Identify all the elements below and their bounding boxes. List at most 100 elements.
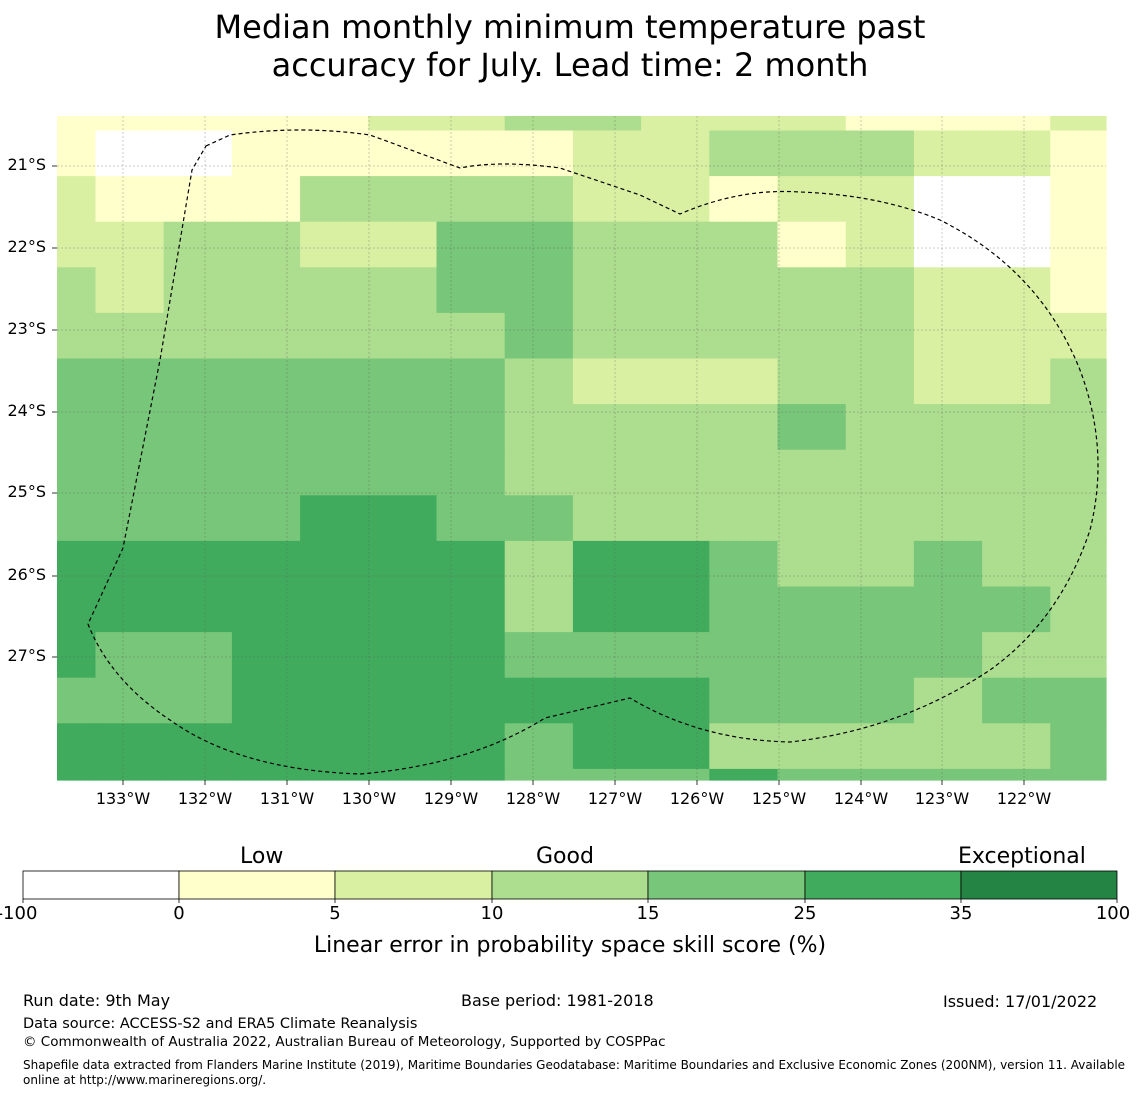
- grid-cell: [572, 358, 642, 405]
- colorbar-tick: 5: [329, 903, 341, 924]
- grid-cell: [95, 540, 165, 588]
- grid-cell: [913, 632, 983, 679]
- colorbar-segment: [491, 870, 649, 900]
- grid-cell: [368, 495, 438, 542]
- grid-cell: [300, 449, 369, 496]
- grid-cell: [504, 130, 574, 177]
- grid-cell: [95, 495, 165, 542]
- grid-cell: [1050, 312, 1107, 360]
- grid-cell: [163, 586, 233, 633]
- grid-cell: [504, 312, 574, 360]
- grid-cell: [57, 632, 97, 679]
- grid-cell: [1050, 176, 1107, 223]
- grid-cell: [231, 449, 301, 496]
- lon-label-133w: 133°W: [95, 789, 151, 808]
- grid-cell: [913, 358, 983, 405]
- grid-cell: [913, 130, 983, 177]
- grid-cell: [1050, 586, 1107, 633]
- grid-cell: [913, 449, 983, 496]
- grid-cell: [845, 404, 915, 451]
- grid-cell: [368, 116, 438, 132]
- grid-cell: [913, 768, 983, 781]
- grid-cell: [1050, 221, 1107, 268]
- grid-cell: [1050, 130, 1107, 177]
- colorbar-tick: 10: [480, 903, 504, 924]
- grid-cell: [913, 495, 983, 542]
- grid-cell: [982, 723, 1051, 770]
- grid-cell: [572, 267, 642, 314]
- grid-cell: [572, 404, 642, 451]
- lon-label-130w: 130°W: [341, 789, 397, 808]
- skill-grid-cells: [57, 116, 1107, 781]
- lon-label-127w: 127°W: [587, 789, 643, 808]
- grid-cell: [777, 449, 847, 496]
- grid-cell: [57, 495, 97, 542]
- grid-cell: [572, 632, 642, 679]
- grid-cell: [163, 449, 233, 496]
- grid-cell: [845, 312, 915, 360]
- colorbar-title: Linear error in probability space skill …: [313, 933, 827, 958]
- grid-cell: [504, 358, 574, 405]
- grid-cell: [231, 586, 301, 633]
- lat-label-27s: 27°S: [7, 646, 46, 665]
- lon-label-129w: 129°W: [423, 789, 479, 808]
- grid-cell: [368, 312, 438, 360]
- grid-cell: [300, 130, 369, 177]
- grid-cell: [572, 176, 642, 223]
- grid-cell: [572, 116, 642, 132]
- grid-cell: [163, 540, 233, 588]
- grid-cell: [231, 632, 301, 679]
- grid-cell: [368, 632, 438, 679]
- grid-cell: [95, 312, 165, 360]
- colorbar: [22, 870, 1118, 903]
- grid-cell: [845, 358, 915, 405]
- grid-cell: [572, 768, 642, 781]
- grid-cell: [572, 540, 642, 588]
- colorbar-segment: [804, 870, 962, 900]
- grid-cell: [913, 404, 983, 451]
- grid-cell: [641, 723, 710, 770]
- grid-cell: [641, 116, 710, 132]
- grid-cell: [300, 495, 369, 542]
- grid-cell: [641, 495, 710, 542]
- grid-cell: [641, 677, 710, 724]
- grid-cell: [709, 768, 779, 781]
- title-line-1: Median monthly minimum temperature past: [214, 8, 926, 46]
- grid-cell: [300, 540, 369, 588]
- grid-cell: [641, 586, 710, 633]
- grid-cell: [982, 312, 1051, 360]
- grid-cell: [504, 267, 574, 314]
- grid-cell: [982, 768, 1051, 781]
- grid-cell: [436, 632, 506, 679]
- grid-cell: [504, 632, 574, 679]
- grid-cell: [231, 495, 301, 542]
- grid-cell: [57, 221, 97, 268]
- grid-cell: [436, 130, 506, 177]
- grid-cell: [436, 176, 506, 223]
- grid-cell: [436, 404, 506, 451]
- grid-cell: [1050, 404, 1107, 451]
- lon-label-132w: 132°W: [177, 789, 233, 808]
- grid-cell: [982, 404, 1051, 451]
- grid-cell: [436, 358, 506, 405]
- shapefile-credit: Shapefile data extracted from Flanders M…: [23, 1058, 1126, 1087]
- lat-label-26s: 26°S: [7, 565, 46, 584]
- grid-cell: [709, 632, 779, 679]
- grid-cell: [300, 312, 369, 360]
- lat-label-21s: 21°S: [7, 155, 46, 174]
- grid-cell: [231, 116, 301, 132]
- grid-cell: [641, 312, 710, 360]
- grid-cell: [300, 404, 369, 451]
- grid-cell: [982, 176, 1051, 223]
- grid-cell: [368, 449, 438, 496]
- grid-cell: [777, 586, 847, 633]
- grid-cell: [709, 116, 779, 132]
- grid-cell: [1050, 495, 1107, 542]
- legend-category-low: Low: [240, 844, 284, 869]
- grid-cell: [95, 677, 165, 724]
- grid-cell: [845, 768, 915, 781]
- eez-boundary-line: [87, 129, 1099, 775]
- grid-cell: [163, 130, 233, 177]
- grid-cell: [368, 540, 438, 588]
- grid-cell: [913, 586, 983, 633]
